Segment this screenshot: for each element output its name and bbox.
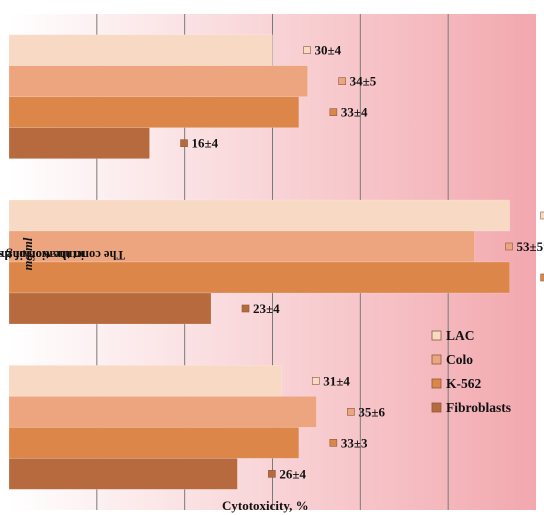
data-label-marker	[540, 273, 544, 282]
bar	[8, 127, 150, 159]
legend-entry: K-562	[446, 376, 481, 391]
y-axis-label: The conctntration of the phytocomplexin …	[0, 237, 125, 271]
x-axis-label: Cytotoxicity, %	[222, 498, 309, 513]
bar	[8, 427, 300, 459]
bar	[8, 292, 212, 325]
bar	[8, 96, 300, 128]
data-label: 34±5	[350, 74, 377, 89]
bar	[8, 261, 510, 294]
data-label-marker	[329, 108, 338, 116]
bar	[8, 34, 273, 66]
bar	[8, 396, 317, 428]
data-label: 31±4	[323, 373, 350, 388]
legend-swatch	[431, 378, 442, 389]
legend-swatch	[431, 402, 442, 413]
data-label: 53±5*	[517, 239, 544, 254]
data-label-marker	[338, 77, 346, 85]
data-label-marker	[311, 377, 320, 385]
data-label-marker	[540, 211, 544, 220]
data-label-marker	[303, 46, 311, 54]
bar	[8, 365, 282, 397]
legend-swatch	[431, 330, 442, 341]
legend-entry: Fibroblasts	[446, 400, 511, 415]
legend-entry: Colo	[446, 352, 473, 367]
data-label: 26±4	[279, 466, 306, 481]
data-label: 23±4	[253, 301, 280, 316]
legend-swatch	[431, 354, 442, 365]
data-label: 33±3	[341, 435, 368, 450]
legend-entry: LAC	[446, 328, 475, 343]
data-label-marker	[241, 304, 250, 313]
data-label-marker	[505, 242, 513, 251]
data-label-marker	[180, 139, 188, 147]
data-label-marker	[268, 470, 276, 478]
data-label-marker	[347, 408, 355, 416]
data-label: 30±4	[315, 43, 342, 58]
bar	[8, 458, 238, 490]
data-label: 16±4	[192, 136, 219, 151]
data-label-marker	[329, 439, 338, 447]
bar	[8, 199, 510, 232]
bar	[8, 230, 475, 263]
bar	[8, 65, 308, 97]
data-label: 35±6	[358, 404, 385, 419]
data-label: 33±4	[341, 105, 368, 120]
